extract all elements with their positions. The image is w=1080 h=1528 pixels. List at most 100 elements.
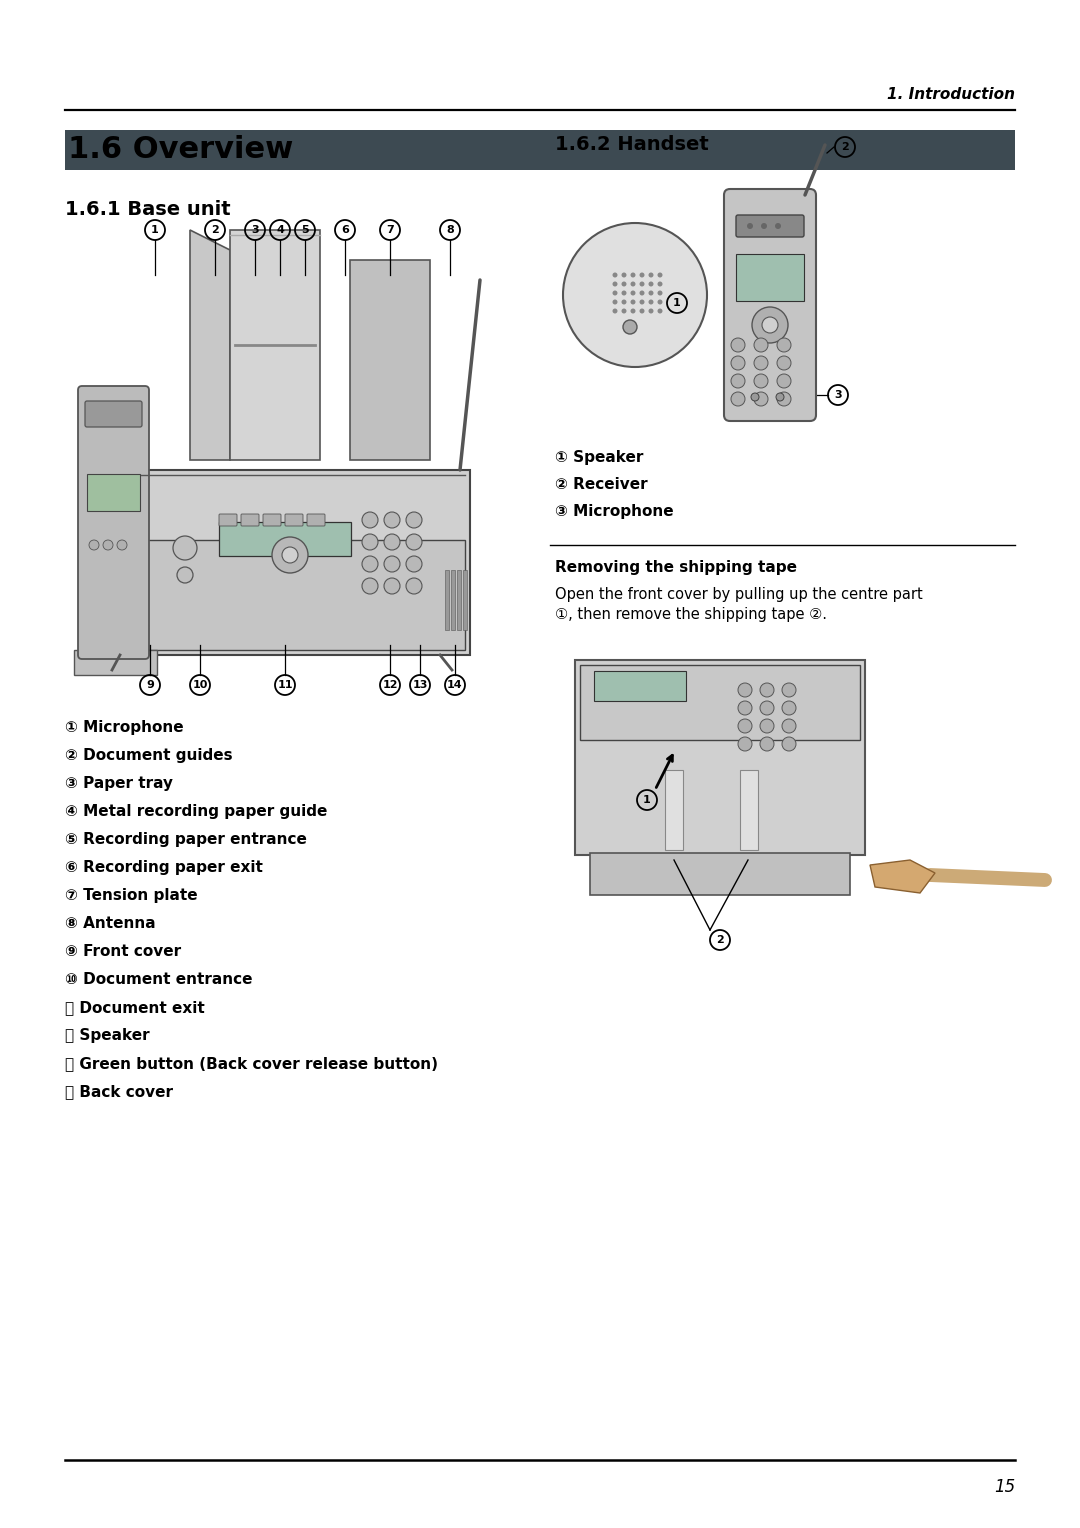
- FancyBboxPatch shape: [580, 665, 860, 740]
- Circle shape: [612, 281, 618, 287]
- Circle shape: [754, 356, 768, 370]
- Circle shape: [362, 512, 378, 529]
- Circle shape: [631, 309, 635, 313]
- Circle shape: [631, 281, 635, 287]
- Circle shape: [103, 539, 113, 550]
- Circle shape: [738, 736, 752, 750]
- Text: 6: 6: [341, 225, 349, 235]
- Circle shape: [731, 356, 745, 370]
- Circle shape: [89, 539, 99, 550]
- Circle shape: [731, 393, 745, 406]
- Circle shape: [631, 290, 635, 295]
- Circle shape: [777, 356, 791, 370]
- Circle shape: [760, 736, 774, 750]
- Circle shape: [782, 720, 796, 733]
- Circle shape: [173, 536, 197, 559]
- Circle shape: [658, 309, 662, 313]
- Text: ③ Paper tray: ③ Paper tray: [65, 776, 173, 792]
- Circle shape: [639, 309, 645, 313]
- Circle shape: [384, 578, 400, 594]
- Circle shape: [648, 290, 653, 295]
- Circle shape: [631, 299, 635, 304]
- Text: ⑬ Green button (Back cover release button): ⑬ Green button (Back cover release butto…: [65, 1056, 438, 1071]
- FancyBboxPatch shape: [85, 400, 141, 426]
- Circle shape: [752, 307, 788, 342]
- Circle shape: [362, 556, 378, 571]
- Text: ② Receiver: ② Receiver: [555, 477, 648, 492]
- Circle shape: [754, 393, 768, 406]
- Text: 2: 2: [841, 142, 849, 151]
- Circle shape: [563, 223, 707, 367]
- Text: ⑨ Front cover: ⑨ Front cover: [65, 944, 181, 960]
- Text: ① Microphone: ① Microphone: [65, 720, 184, 735]
- Circle shape: [623, 319, 637, 335]
- FancyBboxPatch shape: [594, 671, 686, 701]
- Circle shape: [760, 701, 774, 715]
- Text: ①, then remove the shipping tape ②.: ①, then remove the shipping tape ②.: [555, 607, 827, 622]
- Circle shape: [639, 272, 645, 278]
- Circle shape: [406, 556, 422, 571]
- Circle shape: [621, 309, 626, 313]
- Polygon shape: [190, 231, 230, 460]
- Circle shape: [621, 290, 626, 295]
- Text: 7: 7: [387, 225, 394, 235]
- Text: 1.6.1 Base unit: 1.6.1 Base unit: [65, 200, 231, 219]
- Circle shape: [760, 720, 774, 733]
- FancyBboxPatch shape: [87, 474, 140, 510]
- FancyBboxPatch shape: [445, 570, 449, 630]
- Text: 12: 12: [382, 680, 397, 691]
- Text: 3: 3: [252, 225, 259, 235]
- Text: ③ Microphone: ③ Microphone: [555, 504, 674, 520]
- Text: ⑫ Speaker: ⑫ Speaker: [65, 1028, 150, 1044]
- Circle shape: [117, 539, 127, 550]
- FancyBboxPatch shape: [735, 215, 804, 237]
- Circle shape: [738, 720, 752, 733]
- Text: ⑩ Document entrance: ⑩ Document entrance: [65, 972, 253, 987]
- Circle shape: [272, 536, 308, 573]
- Circle shape: [621, 272, 626, 278]
- Circle shape: [621, 281, 626, 287]
- FancyBboxPatch shape: [724, 189, 816, 422]
- Circle shape: [639, 299, 645, 304]
- Text: 2: 2: [211, 225, 219, 235]
- Circle shape: [782, 683, 796, 697]
- Circle shape: [362, 578, 378, 594]
- Circle shape: [777, 393, 791, 406]
- Circle shape: [406, 578, 422, 594]
- FancyBboxPatch shape: [307, 513, 325, 526]
- Circle shape: [754, 338, 768, 351]
- FancyBboxPatch shape: [75, 649, 157, 675]
- Circle shape: [762, 316, 778, 333]
- Circle shape: [406, 533, 422, 550]
- FancyBboxPatch shape: [105, 539, 465, 649]
- Polygon shape: [230, 231, 320, 460]
- Circle shape: [658, 290, 662, 295]
- Text: 9: 9: [146, 680, 154, 691]
- FancyBboxPatch shape: [457, 570, 461, 630]
- FancyBboxPatch shape: [735, 254, 804, 301]
- Circle shape: [648, 309, 653, 313]
- Text: 1: 1: [673, 298, 680, 309]
- Circle shape: [362, 533, 378, 550]
- Text: 8: 8: [446, 225, 454, 235]
- Text: ① Speaker: ① Speaker: [555, 451, 644, 465]
- Text: 1: 1: [151, 225, 159, 235]
- FancyBboxPatch shape: [451, 570, 455, 630]
- FancyBboxPatch shape: [264, 513, 281, 526]
- FancyBboxPatch shape: [463, 570, 467, 630]
- Text: 1.6.2 Handset: 1.6.2 Handset: [555, 134, 708, 154]
- FancyBboxPatch shape: [590, 853, 850, 895]
- Circle shape: [777, 393, 784, 400]
- Text: 4: 4: [276, 225, 284, 235]
- Circle shape: [648, 299, 653, 304]
- Circle shape: [384, 533, 400, 550]
- Circle shape: [777, 374, 791, 388]
- Polygon shape: [870, 860, 935, 892]
- Text: 14: 14: [447, 680, 463, 691]
- Text: 2: 2: [716, 935, 724, 944]
- FancyBboxPatch shape: [665, 770, 683, 850]
- Text: 15: 15: [994, 1478, 1015, 1496]
- FancyBboxPatch shape: [740, 770, 758, 850]
- Text: 1: 1: [643, 795, 651, 805]
- Circle shape: [782, 701, 796, 715]
